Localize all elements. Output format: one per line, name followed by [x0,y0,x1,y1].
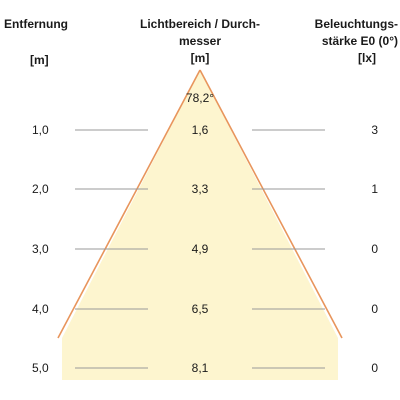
diameter-value: 4,9 [191,242,209,256]
illuminance-value: 0 [371,302,378,316]
illuminance-header-line2: stärke E0 (0°) [321,34,398,48]
distance-value: 5,0 [32,361,49,375]
diameter-unit: [m] [190,51,210,65]
beam-angle-label: 78,2° [185,91,215,105]
light-cone [62,70,338,380]
illuminance-header: Beleuchtungs- stärke E0 (0°) [lx] [288,16,398,67]
distance-value: 3,0 [32,242,49,256]
cone-edge-right [199,69,343,339]
distance-header: Entfernung [4,16,76,33]
illuminance-value: 1 [371,182,378,196]
illuminance-value: 0 [371,361,378,375]
distance-value: 2,0 [32,182,49,196]
illuminance-value: 0 [371,242,378,256]
distance-value: 4,0 [32,302,49,316]
illuminance-header-line1: Beleuchtungs- [314,17,398,31]
diameter-value: 8,1 [191,361,209,375]
illuminance-unit: [lx] [358,51,376,65]
diameter-value: 3,3 [191,182,209,196]
diameter-value: 6,5 [191,302,209,316]
diameter-header: Lichtbereich / Durch- messer [m] [120,16,280,67]
distance-unit: [m] [30,53,49,67]
guide-lines [75,129,325,369]
diameter-header-line1: Lichtbereich / Durch- [139,17,261,31]
distance-header-label: Entfernung [4,17,68,31]
distance-value: 1,0 [32,123,49,137]
diameter-value: 1,6 [191,123,209,137]
illuminance-value: 3 [371,123,378,137]
diameter-header-line2: messer [178,34,222,48]
cone-edge-left [57,69,201,339]
